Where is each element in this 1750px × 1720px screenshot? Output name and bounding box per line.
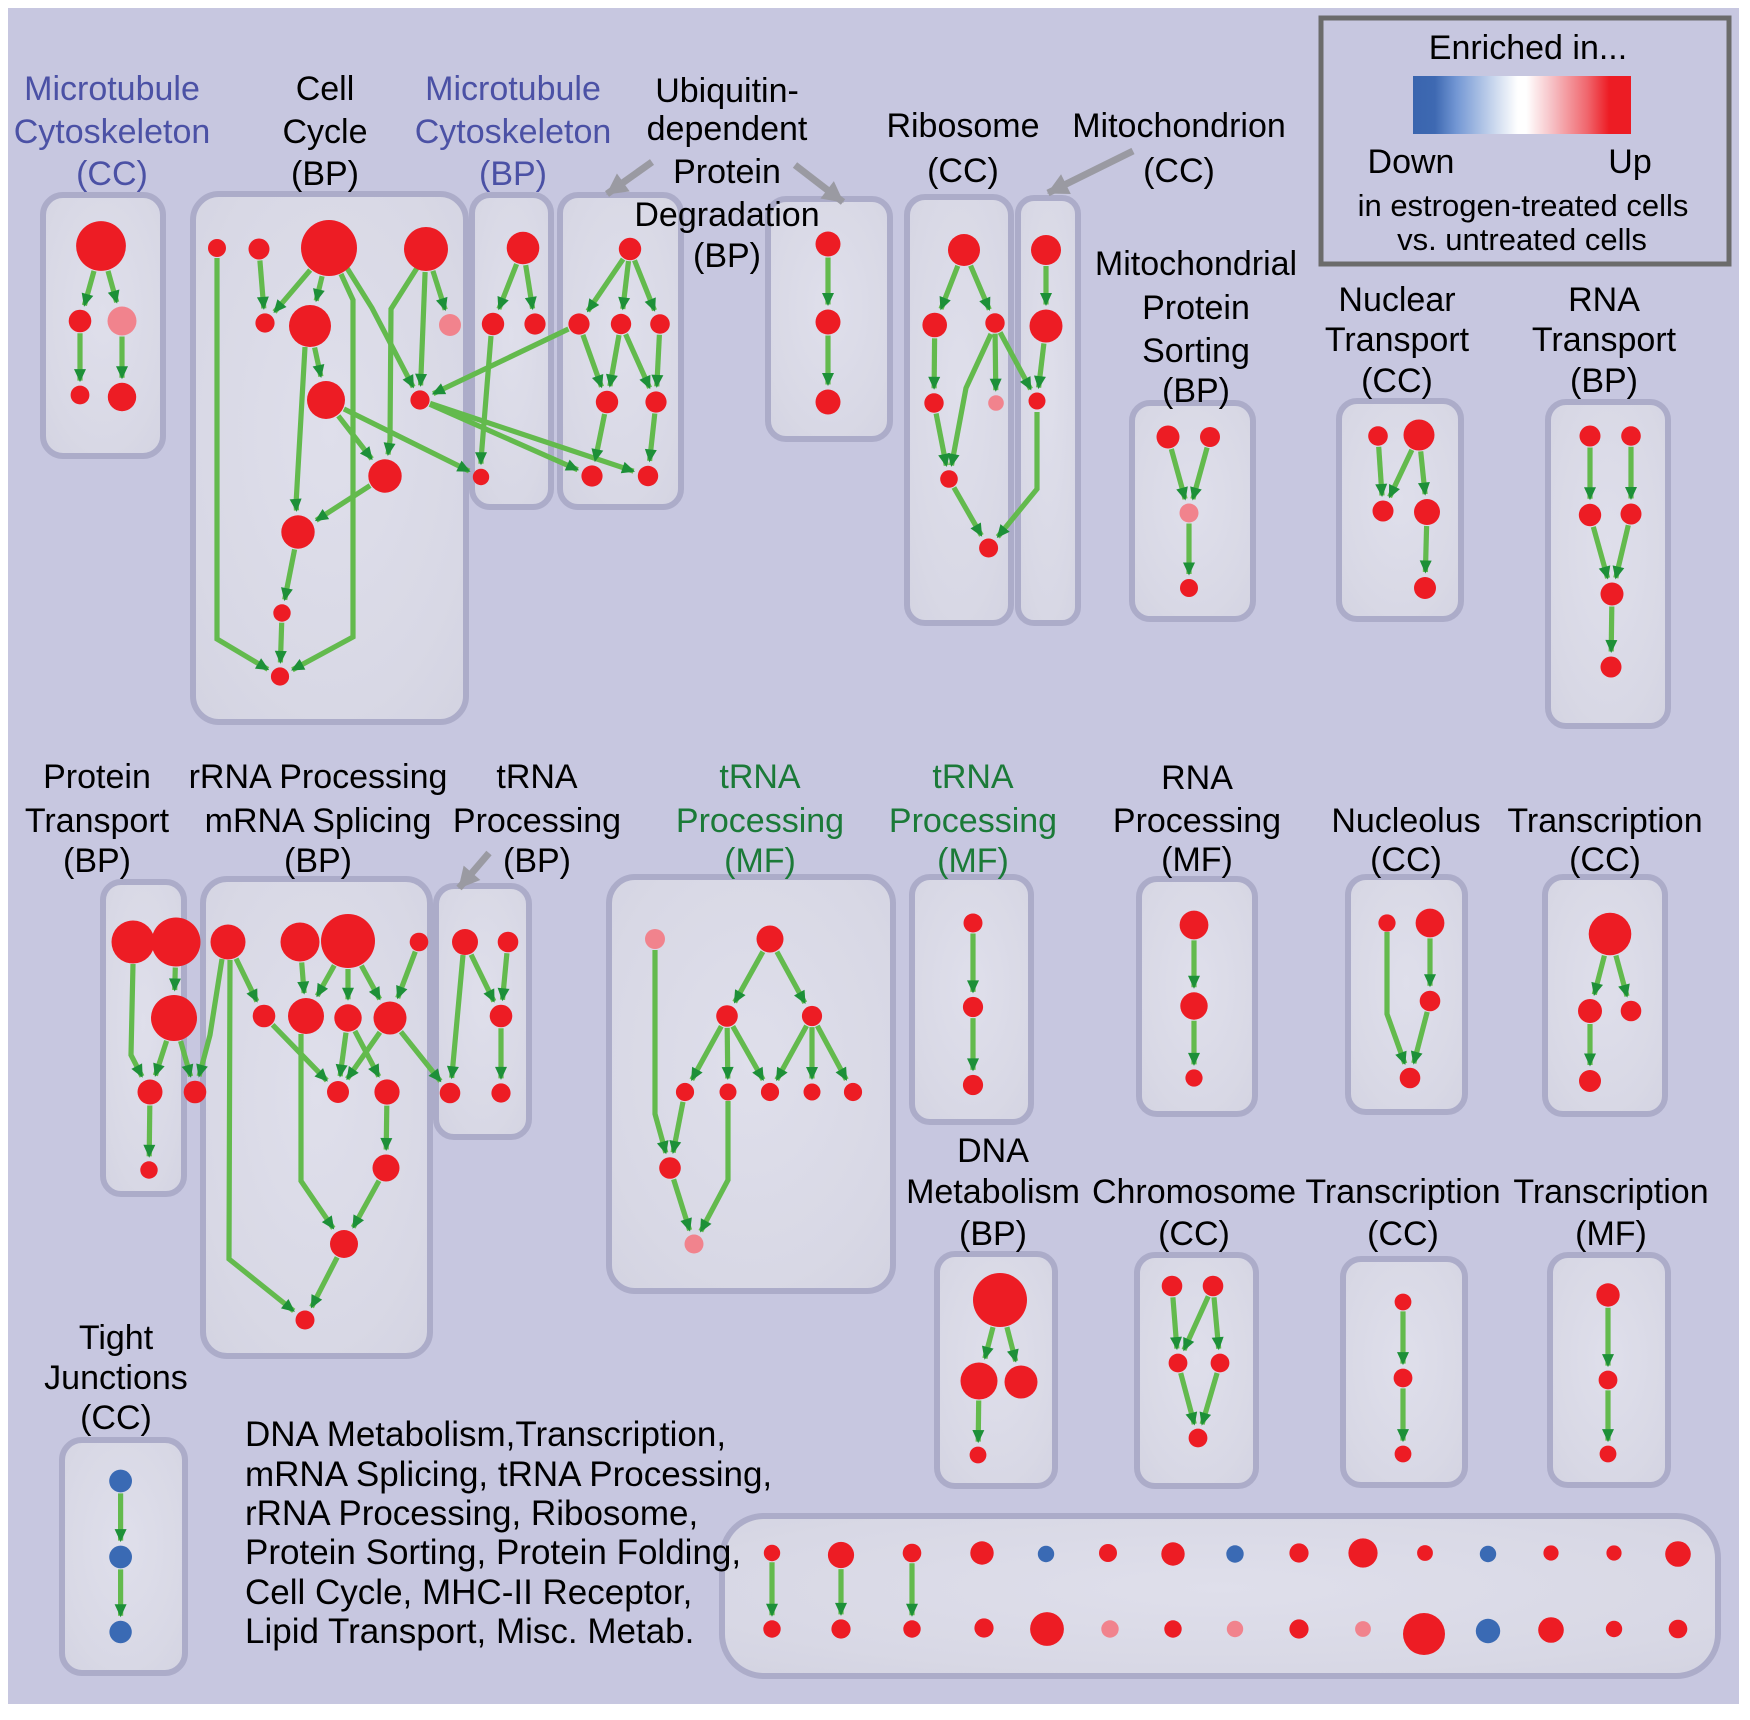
svg-text:Protein: Protein [673,153,781,191]
svg-text:Transcription: Transcription [1513,1173,1708,1211]
svg-text:(MF): (MF) [937,842,1009,880]
svg-text:vs. untreated cells: vs. untreated cells [1397,222,1647,257]
svg-text:(CC): (CC) [1367,1215,1439,1253]
svg-text:Mitochondrial: Mitochondrial [1095,245,1297,283]
svg-text:(BP): (BP) [1162,372,1230,410]
svg-text:Transport: Transport [1325,321,1470,359]
svg-text:Transport: Transport [1532,321,1677,359]
svg-text:(CC): (CC) [80,1399,152,1437]
svg-text:Cytoskeleton: Cytoskeleton [415,113,612,151]
svg-text:Enriched in...: Enriched in... [1429,29,1627,67]
svg-text:(CC): (CC) [1569,841,1641,879]
svg-text:in estrogen-treated cells: in estrogen-treated cells [1358,188,1689,223]
svg-text:(BP): (BP) [284,842,352,880]
svg-text:RNA: RNA [1161,759,1233,797]
svg-text:Down: Down [1368,143,1455,181]
svg-text:Processing: Processing [889,802,1057,840]
svg-text:Processing: Processing [453,802,621,840]
svg-text:(MF): (MF) [1161,841,1233,879]
svg-text:(BP): (BP) [503,842,571,880]
svg-text:(CC): (CC) [1143,152,1215,190]
svg-text:Sorting: Sorting [1142,332,1250,370]
svg-text:mRNA Splicing: mRNA Splicing [205,802,432,840]
svg-text:(MF): (MF) [1575,1215,1647,1253]
svg-text:Microtubule: Microtubule [24,70,200,108]
svg-text:Protein: Protein [43,758,151,796]
svg-text:Nuclear: Nuclear [1338,281,1455,319]
svg-text:rRNA Processing, Ribosome,: rRNA Processing, Ribosome, [245,1494,698,1533]
svg-text:rRNA Processing: rRNA Processing [189,758,448,796]
svg-text:(CC): (CC) [1361,362,1433,400]
svg-text:Protein Sorting, Protein Foldi: Protein Sorting, Protein Folding, [245,1533,741,1572]
svg-text:Transcription: Transcription [1507,802,1702,840]
svg-text:Metabolism: Metabolism [906,1173,1080,1211]
svg-text:(BP): (BP) [959,1215,1027,1253]
svg-text:Tight: Tight [79,1319,154,1357]
svg-text:tRNA: tRNA [719,758,801,796]
svg-text:Ubiquitin-: Ubiquitin- [655,72,799,110]
svg-text:dependent: dependent [647,110,808,148]
svg-text:(BP): (BP) [291,155,359,193]
svg-text:(BP): (BP) [1570,362,1638,400]
svg-text:(CC): (CC) [76,155,148,193]
svg-text:Cell Cycle, MHC-II Receptor,: Cell Cycle, MHC-II Receptor, [245,1573,692,1612]
svg-text:(CC): (CC) [1370,841,1442,879]
svg-text:Cycle: Cycle [282,113,367,151]
svg-text:(BP): (BP) [479,155,547,193]
svg-text:Transcription: Transcription [1305,1173,1500,1211]
svg-text:Cell: Cell [296,70,355,108]
svg-text:Transport: Transport [25,802,170,840]
svg-text:mRNA Splicing, tRNA Processing: mRNA Splicing, tRNA Processing, [245,1455,772,1494]
svg-text:(BP): (BP) [693,237,761,275]
svg-text:Nucleolus: Nucleolus [1331,802,1480,840]
svg-text:(CC): (CC) [927,152,999,190]
svg-text:Chromosome: Chromosome [1092,1173,1296,1211]
svg-text:(MF): (MF) [724,842,796,880]
svg-text:Junctions: Junctions [44,1359,188,1397]
svg-text:Lipid Transport, Misc. Metab.: Lipid Transport, Misc. Metab. [245,1612,694,1651]
svg-text:Degradation: Degradation [634,196,819,234]
svg-text:(CC): (CC) [1158,1215,1230,1253]
svg-text:Microtubule: Microtubule [425,70,601,108]
svg-text:tRNA: tRNA [496,758,578,796]
svg-text:DNA: DNA [957,1132,1029,1170]
svg-text:Cytoskeleton: Cytoskeleton [14,113,211,151]
svg-text:tRNA: tRNA [932,758,1014,796]
svg-text:(BP): (BP) [63,842,131,880]
svg-text:Protein: Protein [1142,289,1250,327]
svg-text:Processing: Processing [1113,802,1281,840]
svg-text:Mitochondrion: Mitochondrion [1072,107,1286,145]
svg-text:RNA: RNA [1568,281,1640,319]
svg-text:Ribosome: Ribosome [886,107,1039,145]
svg-text:Up: Up [1608,143,1651,181]
svg-text:DNA Metabolism,Transcription,: DNA Metabolism,Transcription, [245,1415,726,1454]
svg-text:Processing: Processing [676,802,844,840]
